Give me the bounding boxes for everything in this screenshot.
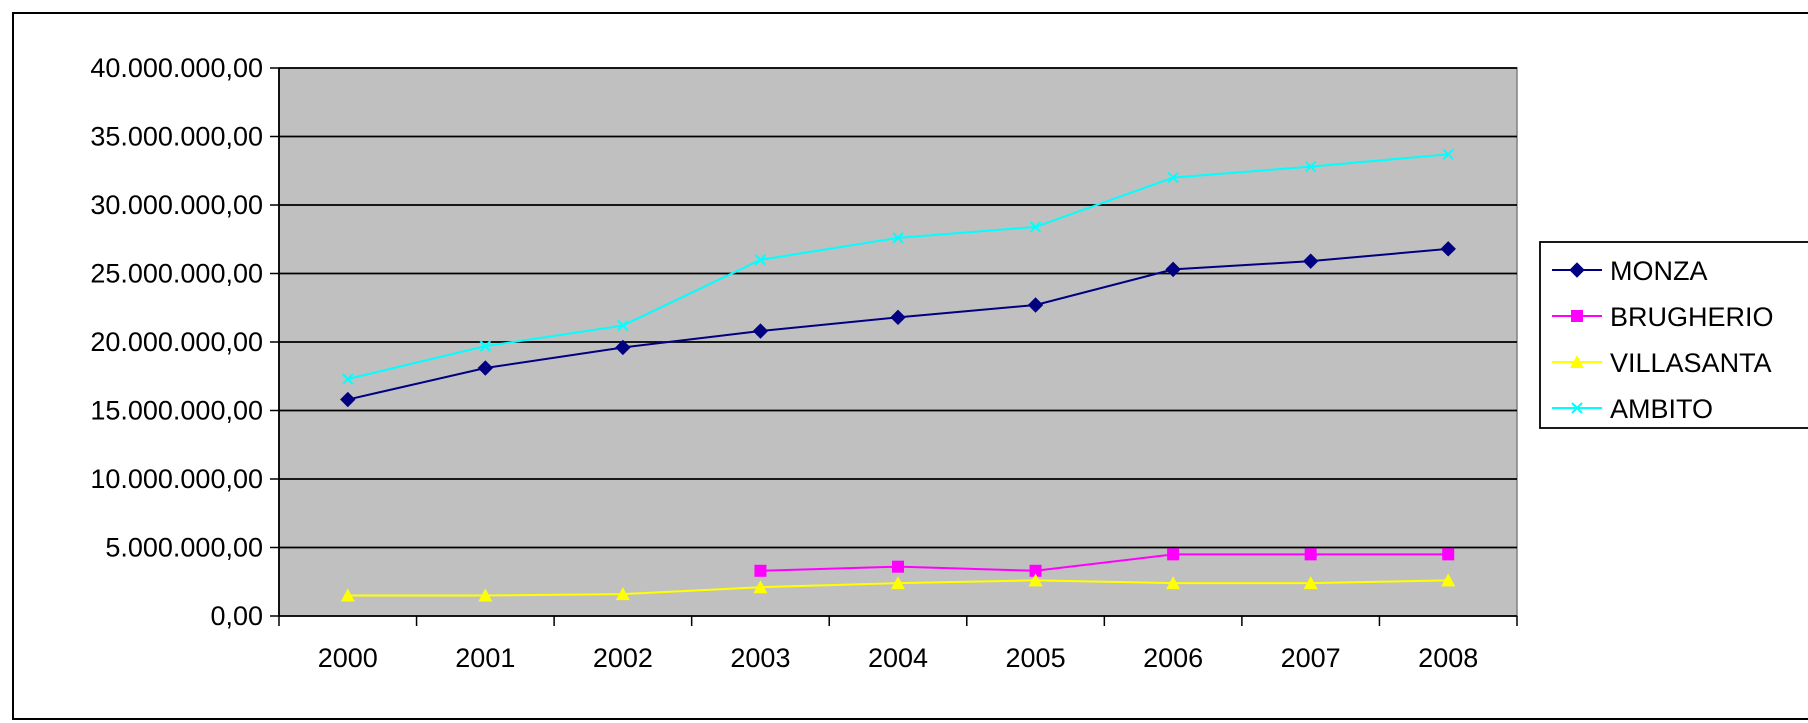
x-tick-label: 2006 (1143, 643, 1203, 673)
series-villasanta (340, 573, 1456, 602)
x-tick-label: 2001 (455, 643, 515, 673)
legend-label: BRUGHERIO (1610, 302, 1774, 332)
data-point-villasanta (1166, 576, 1181, 590)
data-point-ambito (342, 373, 354, 385)
legend-item-ambito: AMBITO (1552, 394, 1713, 424)
legend-marker (1571, 310, 1583, 322)
series-ambito (342, 148, 1454, 385)
line-chart: 0,00 5.000.000,00 10.000.000,00 15.000.000,… (90, 53, 1808, 673)
data-point-brugherio (754, 564, 767, 577)
legend-label: MONZA (1610, 256, 1708, 286)
data-point-brugherio (1442, 548, 1455, 561)
data-point-ambito (479, 340, 492, 352)
data-point-monza (1027, 297, 1044, 313)
data-point-villasanta (340, 588, 355, 602)
y-tick-label: 35.000.000,00 (90, 122, 263, 152)
data-point-monza (1440, 241, 1456, 257)
data-point-villasanta (615, 587, 630, 601)
data-point-brugherio (892, 560, 904, 573)
y-tick-label: 20.000.000,00 (90, 327, 263, 357)
data-point-ambito (1167, 171, 1179, 184)
legend-item-monza: MONZA (1552, 256, 1708, 286)
data-point-ambito (1029, 221, 1042, 233)
series-monza (340, 241, 1456, 408)
data-point-ambito (1304, 160, 1317, 173)
x-tick-label: 2004 (868, 643, 928, 673)
x-tick-label: 2005 (1006, 643, 1066, 673)
legend-label: VILLASANTA (1610, 348, 1772, 378)
data-point-brugherio (1029, 564, 1042, 577)
series-layer (340, 148, 1456, 602)
data-point-monza (477, 360, 494, 376)
y-tick-label: 5.000.000,00 (105, 533, 263, 563)
data-point-ambito (1442, 148, 1454, 161)
data-point-ambito (892, 232, 904, 244)
y-tick-label: 30.000.000,00 (90, 190, 263, 220)
data-point-monza (752, 323, 769, 339)
data-point-villasanta (1303, 576, 1318, 590)
data-point-brugherio (1304, 548, 1317, 561)
legend-marker (1570, 355, 1584, 368)
data-point-ambito (617, 319, 629, 332)
data-point-villasanta (891, 576, 905, 590)
data-point-monza (1165, 261, 1181, 278)
axes: 0,00 5.000.000,00 10.000.000,00 15.000.000,… (90, 53, 1518, 673)
data-point-monza (340, 391, 356, 408)
data-point-monza (615, 339, 631, 356)
data-point-monza (890, 309, 906, 326)
y-tick-label: 10.000.000,00 (90, 464, 263, 494)
gridlines (279, 67, 1517, 549)
chart-frame: 0,00 5.000.000,00 10.000.000,00 15.000.000,… (12, 12, 1808, 720)
data-point-villasanta (1441, 573, 1456, 587)
y-tick-label: 15.000.000,00 (90, 396, 263, 426)
data-point-ambito (754, 254, 767, 266)
data-point-brugherio (1167, 548, 1180, 561)
x-tick-label: 2008 (1418, 643, 1478, 673)
legend-marker (1571, 402, 1583, 414)
data-point-villasanta (1028, 573, 1043, 587)
data-point-villasanta (753, 580, 768, 594)
legend-marker (1569, 262, 1585, 278)
x-tick-label: 2003 (730, 643, 790, 673)
y-tick-label: 25.000.000,00 (90, 259, 263, 289)
y-tick-label: 40.000.000,00 (90, 53, 263, 83)
legend-item-brugherio: BRUGHERIO (1552, 302, 1774, 332)
data-point-monza (1302, 253, 1319, 269)
legend-item-villasanta: VILLASANTA (1552, 348, 1772, 378)
legend-label: AMBITO (1610, 394, 1713, 424)
x-tick-label: 2007 (1281, 643, 1341, 673)
legend-box (1539, 241, 1808, 429)
series-brugherio (754, 548, 1455, 577)
y-tick-label: 0,00 (210, 601, 263, 631)
x-tick-label: 2002 (593, 643, 653, 673)
x-tick-label: 2000 (318, 643, 378, 673)
legend: MONZA BRUGHERIO VILLASANTA AMBITO (1539, 241, 1808, 429)
series-line-brugherio (760, 553, 1449, 572)
data-point-villasanta (478, 588, 493, 602)
